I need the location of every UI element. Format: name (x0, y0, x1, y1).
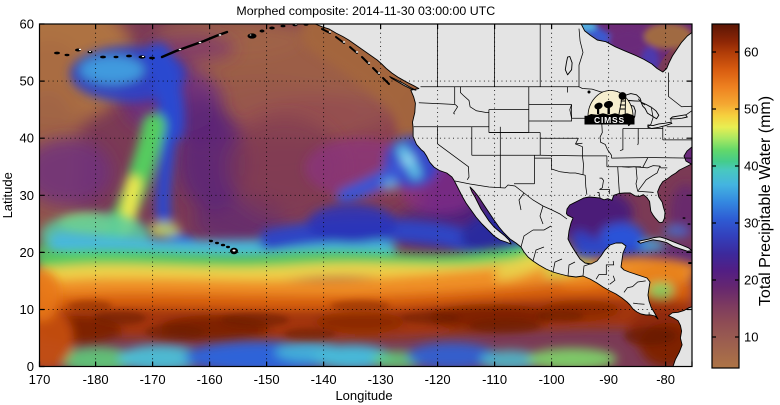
svg-text:20: 20 (20, 245, 34, 260)
svg-text:Morphed composite: 2014-11-30: Morphed composite: 2014-11-30 03:00:00 U… (236, 4, 495, 18)
svg-text:60: 60 (744, 45, 758, 60)
svg-text:30: 30 (744, 216, 758, 231)
svg-text:50: 50 (20, 74, 34, 89)
svg-text:CIMSS: CIMSS (594, 115, 625, 125)
svg-text:0: 0 (27, 359, 34, 374)
svg-text:170: 170 (29, 372, 51, 387)
svg-text:-120: -120 (425, 372, 451, 387)
svg-text:-80: -80 (656, 372, 675, 387)
svg-text:Longitude: Longitude (335, 388, 392, 403)
svg-text:40: 40 (20, 131, 34, 146)
svg-text:-170: -170 (140, 372, 166, 387)
svg-text:50: 50 (744, 102, 758, 117)
svg-text:-90: -90 (599, 372, 618, 387)
svg-text:10: 10 (20, 302, 34, 317)
svg-text:-150: -150 (254, 372, 280, 387)
svg-text:-100: -100 (539, 372, 565, 387)
svg-text:-140: -140 (311, 372, 337, 387)
svg-text:10: 10 (744, 330, 758, 345)
svg-text:60: 60 (20, 17, 34, 32)
svg-text:40: 40 (744, 159, 758, 174)
svg-text:Latitude: Latitude (0, 172, 15, 218)
svg-text:20: 20 (744, 273, 758, 288)
svg-text:Total Precipitable Water (mm): Total Precipitable Water (mm) (757, 96, 774, 306)
svg-text:-110: -110 (482, 372, 507, 387)
svg-text:30: 30 (20, 188, 34, 203)
svg-text:-160: -160 (197, 372, 223, 387)
svg-text:-130: -130 (368, 372, 394, 387)
svg-text:-180: -180 (83, 372, 109, 387)
